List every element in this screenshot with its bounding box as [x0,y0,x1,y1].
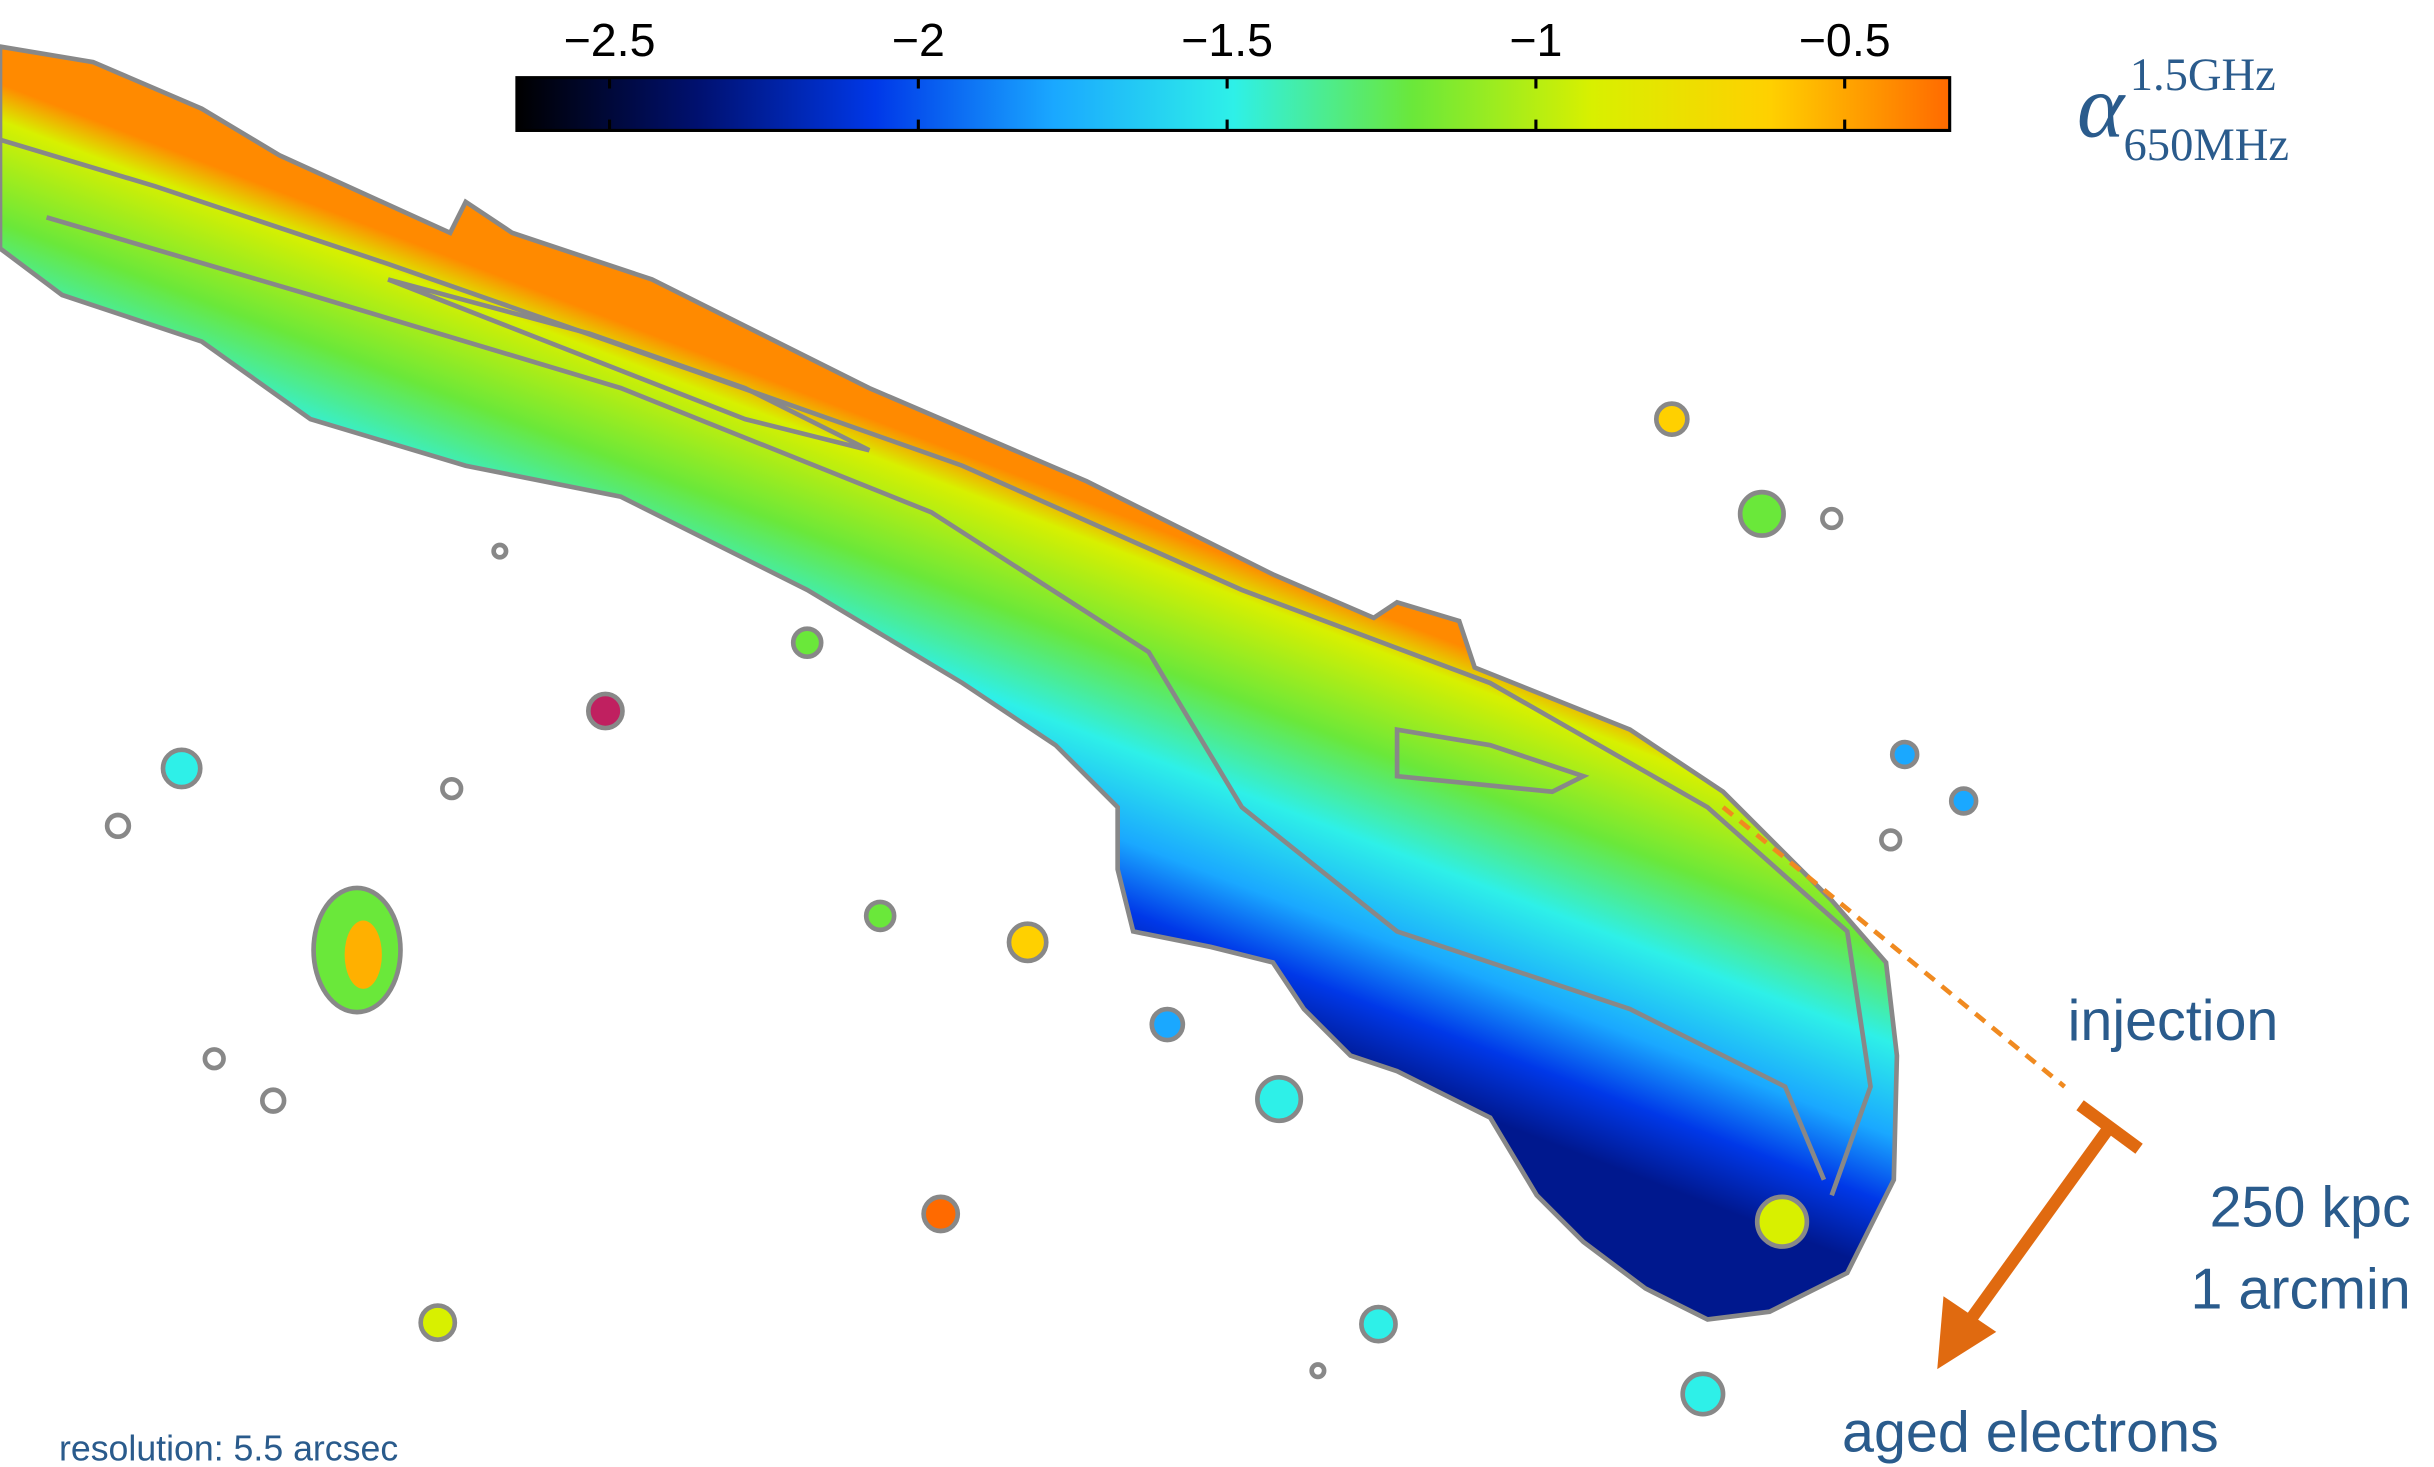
colorbar [515,76,1952,132]
source [1006,921,1049,964]
source [585,691,625,731]
source [1889,739,1920,770]
relic [0,44,1900,1322]
injection-label: injection [2068,989,2279,1053]
source [202,1047,226,1071]
alpha-symbol: α [2077,58,2126,157]
source [790,626,824,659]
scale-bar-end [2076,1100,2143,1154]
contour [0,137,1873,1197]
colorbar-tick-label: −1.5 [1181,14,1273,66]
source [344,920,382,989]
contours [0,137,1873,1197]
sources [104,401,1979,1417]
source [921,1194,961,1234]
source [1653,401,1690,438]
injection-line [1721,805,2067,1089]
source [491,542,509,560]
source [1309,1362,1327,1380]
source [1255,1075,1304,1124]
source [104,812,132,840]
source [418,1303,458,1343]
colorbar-tick-label: −2.5 [564,14,656,66]
source [863,899,897,933]
source [1737,489,1786,538]
scale-arcmin: 1 arcmin [2191,1258,2411,1322]
subscript: 650MHz [2124,120,2289,171]
source [160,747,203,790]
colorbar-tick-label: −0.5 [1799,14,1891,66]
colorbar-tick-label: −2 [892,14,945,66]
scale-kpc: 250 kpc [2210,1175,2411,1239]
contour [1394,726,1590,795]
source [1879,828,1903,852]
source [1680,1371,1726,1417]
aged-label: aged electrons [1842,1400,2219,1464]
superscript: 1.5GHz [2130,50,2276,101]
source [1948,786,1979,816]
source [1754,1194,1810,1249]
arrow-head [1937,1296,1997,1370]
contour [387,277,871,453]
contour [45,215,1827,1181]
source [260,1087,287,1114]
source [1359,1304,1398,1344]
scale-arrow [1963,1123,2115,1327]
source [1820,506,1844,531]
source [1149,1006,1186,1043]
source [440,776,464,801]
colorbar-tick-label: −1 [1509,14,1562,66]
resolution-note: resolution: 5.5 arcsec [59,1429,398,1467]
